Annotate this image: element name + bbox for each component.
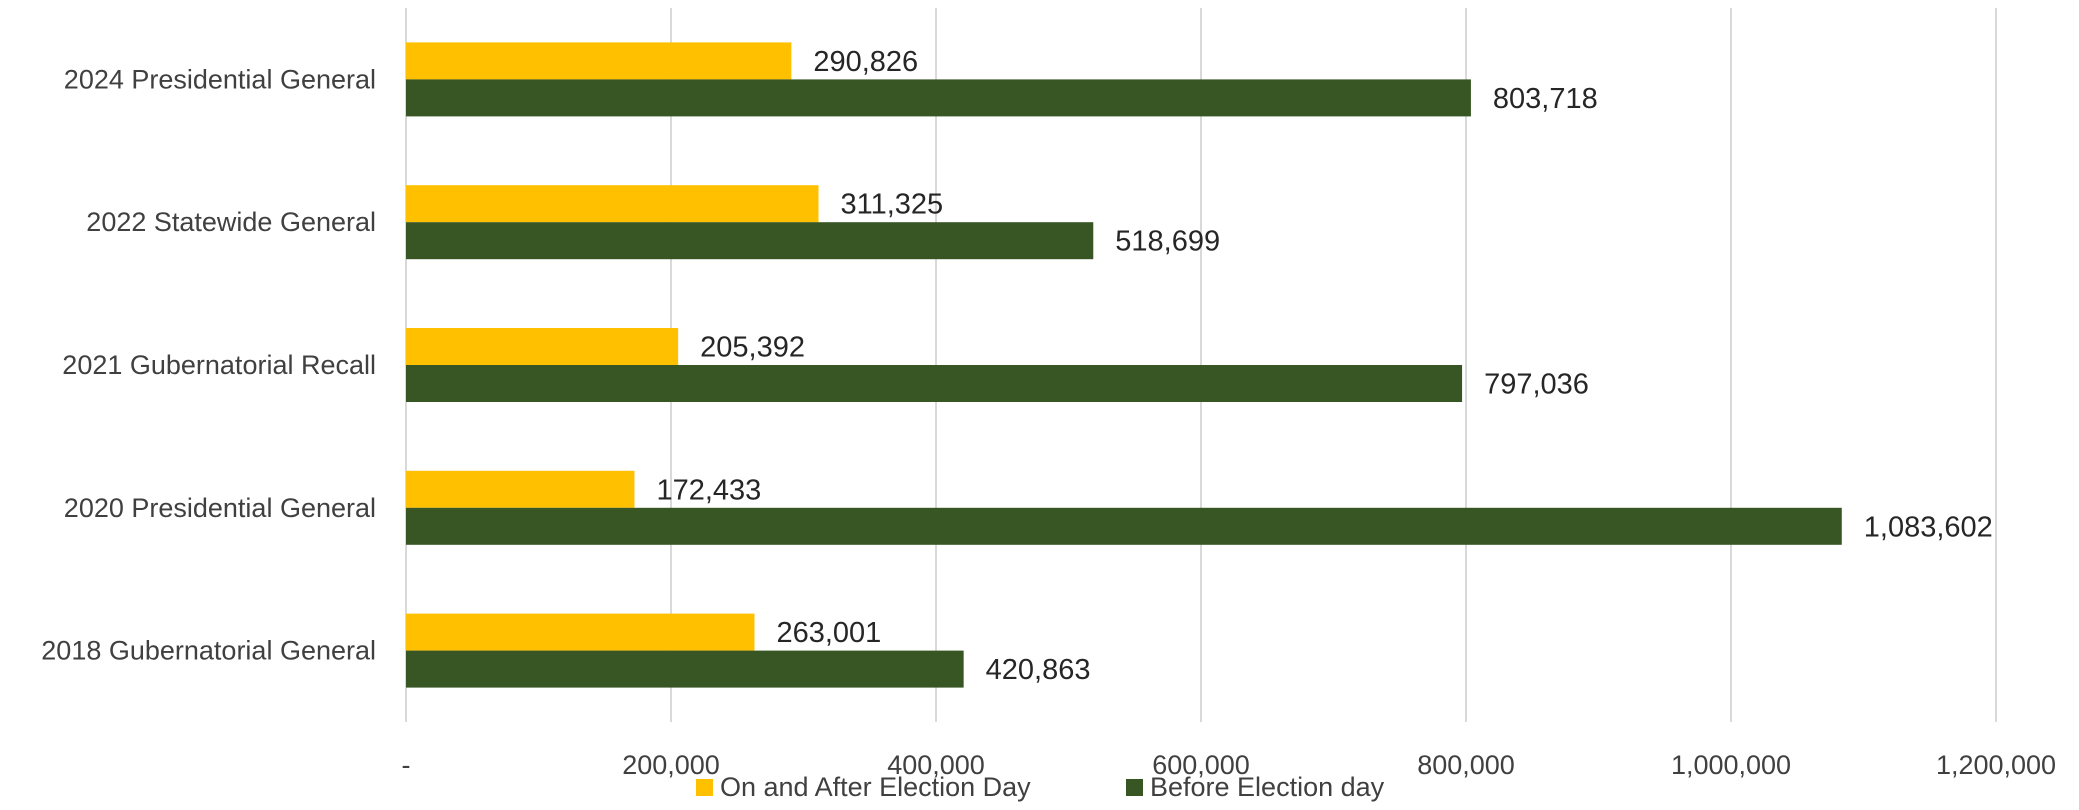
category-axis: 2024 Presidential General 2022 Statewide … [41,64,376,665]
x-tick-label: 800,000 [1417,750,1515,780]
bar-on-and-after-election-day-2022-statewide-general [406,185,819,223]
bar-on-and-after-election-day-2020-presidential-general [406,470,635,508]
bar-before-election-day-2021-gubernatorial-recall [406,365,1463,402]
bar-before-election-day-2018-gubernatorial-general [406,650,964,688]
data-label-on-and-after-election-day-2022-statewide-general: 311,325 [841,189,944,221]
legend-swatch-on-and-after-election-day [696,779,713,796]
data-label-on-and-after-election-day-2018-gubernatorial-general: 263,001 [776,617,881,649]
x-tick-label: 1,000,000 [1671,750,1791,780]
data-label-before-election-day-2024-presidential-general: 803,718 [1493,83,1598,115]
bar-before-election-day-2024-presidential-general [406,79,1471,117]
legend-label-on-and-after-election-day: On and After Election Day [720,772,1031,802]
x-tick-label: 200,000 [622,750,720,780]
category-label-2024-presidential-general: 2024 Presidential General [64,64,376,94]
data-labels: 290,826 803,718 311,325 518,699 205,392 797,0… [656,46,1992,686]
x-tick-label: 1,200,000 [1936,750,2056,780]
category-label-2018-gubernatorial-general: 2018 Gubernatorial General [41,636,376,666]
data-label-before-election-day-2018-gubernatorial-general: 420,863 [986,654,1091,686]
x-tick-label: 600,000 [1152,750,1250,780]
legend: On and After Election Day Before Election… [696,772,1385,802]
x-tick-label: 400,000 [887,750,985,780]
legend-swatch-before-election-day [1126,779,1143,796]
category-label-2022-statewide-general: 2022 Statewide General [86,207,376,237]
category-label-2021-gubernatorial-recall: 2021 Gubernatorial Recall [62,350,376,380]
data-label-on-and-after-election-day-2020-presidential-general: 172,433 [656,474,761,506]
bar-on-and-after-election-day-2024-presidential-general [406,42,792,80]
data-label-before-election-day-2020-presidential-general: 1,083,602 [1864,511,1993,543]
data-label-before-election-day-2022-statewide-general: 518,699 [1115,226,1220,258]
bar-before-election-day-2022-statewide-general [406,222,1094,260]
bar-before-election-day-2020-presidential-general [406,507,1842,545]
bar-on-and-after-election-day-2021-gubernatorial-recall [406,328,679,365]
legend-label-before-election-day: Before Election day [1150,772,1385,802]
data-label-on-and-after-election-day-2024-presidential-general: 290,826 [813,46,918,78]
category-label-2020-presidential-general: 2020 Presidential General [64,493,376,523]
x-tick-label: - [402,750,411,780]
bars [406,42,1842,688]
value-axis: - 200,000 400,000 600,000 800,000 1,000,000 1,… [402,750,2057,780]
data-label-before-election-day-2021-gubernatorial-recall: 797,036 [1484,369,1589,401]
data-label-on-and-after-election-day-2021-gubernatorial-recall: 205,392 [700,332,805,364]
bar-on-and-after-election-day-2018-gubernatorial-general [406,613,755,651]
